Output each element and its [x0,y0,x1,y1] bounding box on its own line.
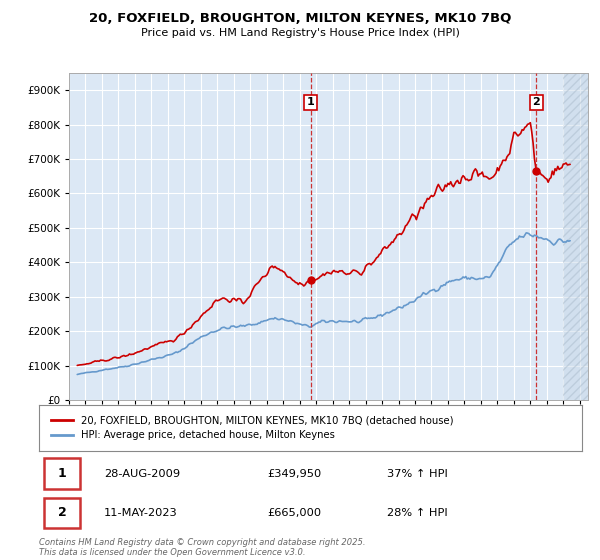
FancyBboxPatch shape [44,459,80,489]
Text: 1: 1 [58,467,67,480]
Text: 2: 2 [533,97,541,108]
Text: Contains HM Land Registry data © Crown copyright and database right 2025.
This d: Contains HM Land Registry data © Crown c… [39,538,365,557]
Legend: 20, FOXFIELD, BROUGHTON, MILTON KEYNES, MK10 7BQ (detached house), HPI: Average : 20, FOXFIELD, BROUGHTON, MILTON KEYNES, … [47,412,457,444]
Text: 20, FOXFIELD, BROUGHTON, MILTON KEYNES, MK10 7BQ: 20, FOXFIELD, BROUGHTON, MILTON KEYNES, … [89,12,511,25]
Text: 28-AUG-2009: 28-AUG-2009 [104,469,180,479]
Text: 1: 1 [307,97,314,108]
Text: £349,950: £349,950 [267,469,322,479]
Bar [563,73,588,400]
Text: 28% ↑ HPI: 28% ↑ HPI [386,508,447,518]
FancyBboxPatch shape [44,498,80,528]
Text: Price paid vs. HM Land Registry's House Price Index (HPI): Price paid vs. HM Land Registry's House … [140,28,460,38]
Text: 2: 2 [58,506,67,520]
Text: 37% ↑ HPI: 37% ↑ HPI [386,469,448,479]
Text: £665,000: £665,000 [267,508,321,518]
Text: 11-MAY-2023: 11-MAY-2023 [104,508,178,518]
